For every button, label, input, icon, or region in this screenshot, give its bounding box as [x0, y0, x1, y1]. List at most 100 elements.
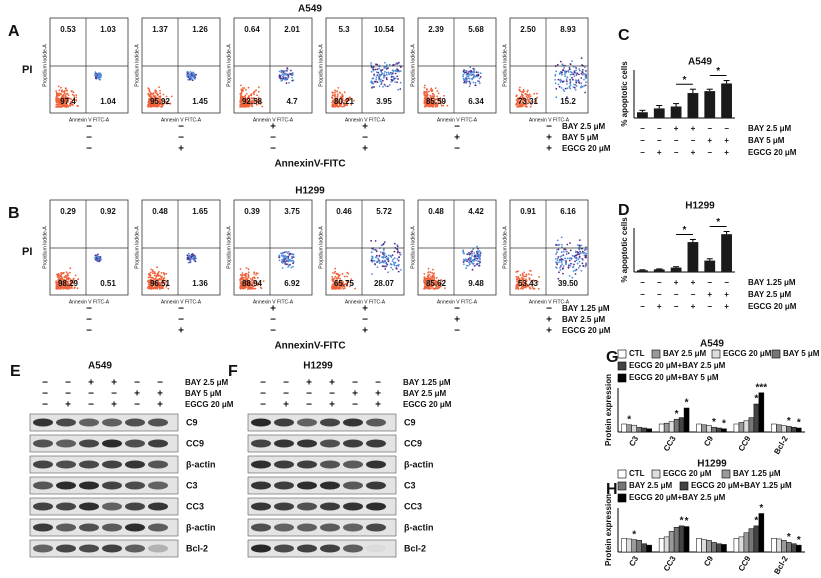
quadrant-value: 0.46 [336, 207, 352, 216]
quadrant-value: 65.75 [334, 279, 355, 288]
event-dot [426, 102, 428, 104]
event-dot [521, 101, 524, 103]
plot-y-label: Propidium Iodide-A [318, 44, 324, 87]
event-dot [554, 258, 557, 260]
event-dot [477, 260, 479, 263]
event-dot [378, 67, 380, 70]
significance: * [683, 75, 687, 86]
event-dot [392, 76, 394, 78]
event-dot [280, 254, 283, 257]
event-dot [564, 87, 567, 90]
event-dot [434, 87, 437, 89]
bar [701, 539, 707, 553]
treatment-mark: + [724, 290, 729, 299]
event-dot [241, 97, 244, 100]
event-dot [582, 264, 585, 267]
bar [696, 423, 702, 433]
treatment-mark: − [270, 326, 276, 337]
event-dot [570, 262, 573, 265]
event-dot [371, 77, 374, 80]
event-dot [97, 253, 99, 256]
event-dot [253, 271, 256, 274]
event-dot [562, 265, 565, 267]
event-dot [243, 87, 246, 89]
event-dot [162, 93, 165, 96]
treatment-mark: − [88, 400, 94, 411]
significance: * [754, 516, 758, 527]
treatment-mark: − [260, 378, 266, 389]
event-dot [397, 263, 400, 266]
treatment-mark: − [454, 326, 460, 337]
event-dot [346, 104, 348, 107]
event-dot [163, 99, 165, 101]
blot-band [148, 439, 168, 448]
event-dot [248, 96, 251, 99]
chart-title: A549 [688, 57, 712, 68]
event-dot [468, 261, 470, 264]
event-dot [462, 70, 465, 73]
event-dot [67, 94, 70, 96]
event-dot [370, 81, 373, 83]
blot-band [102, 502, 122, 511]
event-dot [94, 73, 97, 75]
event-dot [578, 253, 581, 256]
event-dot [247, 86, 250, 89]
event-dot [251, 100, 253, 103]
event-dot [439, 101, 441, 103]
event-dot [528, 273, 530, 276]
event-dot [435, 103, 437, 106]
blot-band [79, 502, 99, 511]
event-dot [426, 96, 429, 99]
event-dot [160, 98, 163, 101]
event-dot [557, 244, 560, 247]
event-dot [380, 78, 382, 81]
treatment-mark: − [178, 122, 184, 133]
event-dot [387, 71, 390, 74]
quadrant-value: 2.39 [428, 25, 444, 34]
bar [771, 538, 777, 553]
event-dot [390, 263, 393, 266]
treatment-mark: + [454, 315, 460, 326]
treatment-mark: − [86, 122, 92, 133]
event-dot [479, 72, 482, 75]
blot-band [125, 523, 145, 532]
event-dot [394, 261, 396, 264]
treatment-label: BAY 1.25 μM [403, 378, 451, 387]
event-dot [385, 66, 388, 68]
quadrant-value: 15.2 [560, 97, 576, 106]
event-dot [432, 273, 435, 275]
event-dot [463, 81, 465, 84]
event-dot [97, 260, 99, 263]
event-dot [253, 93, 255, 96]
event-dot [290, 266, 293, 269]
event-dot [396, 75, 399, 78]
event-dot [289, 258, 291, 261]
event-dot [156, 99, 159, 102]
event-dot [331, 101, 334, 104]
event-dot [463, 79, 465, 81]
event-dot [245, 100, 248, 103]
significance: * [680, 516, 684, 527]
event-dot [467, 264, 469, 267]
event-dot [576, 72, 579, 75]
event-dot [68, 271, 71, 274]
event-dot [376, 266, 379, 268]
event-dot [154, 104, 157, 107]
event-dot [61, 98, 63, 100]
treatment-mark: − [178, 133, 184, 144]
event-dot [584, 91, 586, 94]
event-dot [442, 104, 445, 107]
event-dot [388, 63, 391, 66]
blot-band [274, 481, 294, 490]
treatment-label: BAY 2.5 μM [403, 389, 446, 398]
event-dot [529, 105, 532, 108]
event-dot [192, 73, 195, 76]
event-dot [578, 244, 581, 247]
event-dot [577, 258, 580, 261]
event-dot [560, 251, 563, 254]
treatment-label: BAY 1.25 μM [562, 304, 610, 313]
event-dot [474, 75, 477, 78]
quadrant-value: 6.92 [284, 279, 300, 288]
blot-band [56, 418, 76, 427]
event-dot [55, 96, 58, 98]
